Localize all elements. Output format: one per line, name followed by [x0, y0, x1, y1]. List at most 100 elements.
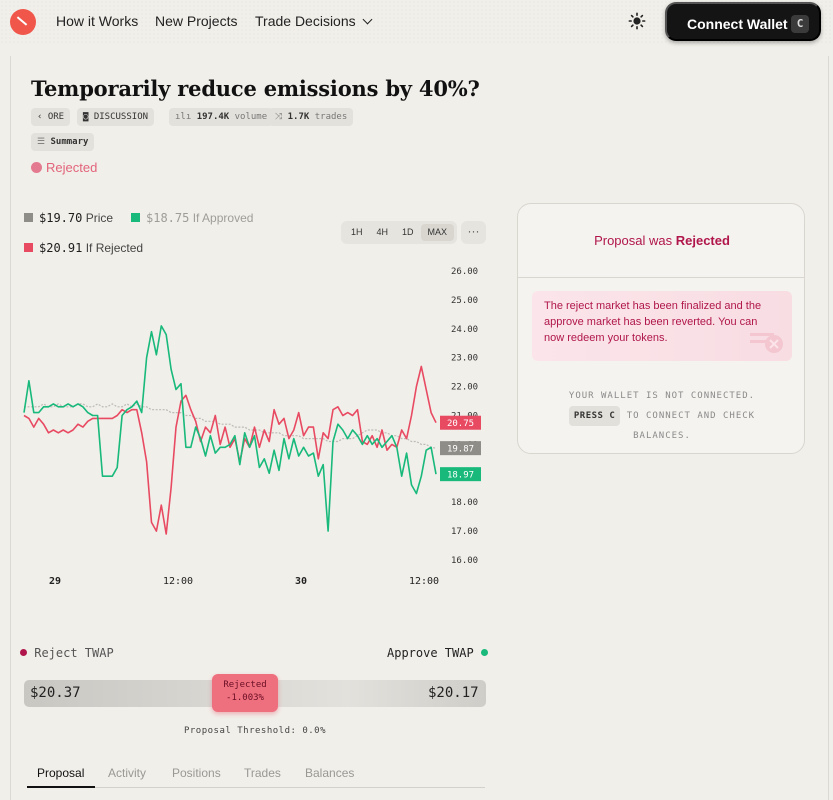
range-selector: 1H 4H 1D MAX: [341, 221, 458, 244]
approved-swatch: [131, 213, 140, 222]
approve-twap-value: $20.17: [428, 685, 479, 701]
x-tick-label: 30: [295, 576, 307, 587]
y-tick-label: 16.00: [451, 556, 478, 566]
close-decor-icon: [750, 333, 783, 353]
summary-button[interactable]: ☰ Summary: [31, 133, 95, 151]
divider: [518, 277, 804, 278]
list-icon: ☰: [37, 137, 46, 147]
wallet-line-3: BALANCES.: [633, 431, 691, 441]
nav-trade-decisions[interactable]: Trade Decisions: [255, 13, 373, 29]
volume-value: 197.4K: [196, 112, 230, 122]
series-line-price: [24, 403, 437, 449]
nav-new-projects[interactable]: New Projects: [155, 13, 238, 29]
tab-activity[interactable]: Activity: [108, 766, 147, 780]
volume-badge: ılı 197.4K volume: [169, 108, 274, 126]
tab-positions[interactable]: Positions: [172, 766, 221, 780]
twap-chip-pct: -1.003%: [226, 693, 264, 703]
price-chart: 26.0025.0024.0023.0022.0021.0020.0019.00…: [23, 267, 481, 587]
end-value-label-bg: [440, 415, 481, 430]
price-value: $19.70: [39, 211, 83, 225]
twap-chip-status: Rejected: [223, 680, 267, 690]
sun-icon[interactable]: [628, 12, 646, 30]
end-value-label: 18.97: [447, 471, 474, 481]
proposal-threshold: Proposal Threshold: 0.0%: [183, 726, 327, 736]
page-title: Temporarily reduce emissions by 40%?: [31, 76, 480, 101]
y-tick-label: 26.00: [451, 267, 478, 277]
nav-how-it-works[interactable]: How it Works: [56, 13, 139, 29]
trades-unit: trades: [314, 112, 348, 122]
reject-twap-text: Reject TWAP: [34, 646, 114, 660]
reject-twap-value: $20.37: [30, 685, 81, 701]
chevron-down-icon: [362, 14, 373, 25]
bar-chart-icon: ılı: [175, 112, 192, 122]
back-ore-button[interactable]: ‹ ORE: [31, 108, 71, 126]
panel-title-prefix: Proposal was: [594, 233, 673, 248]
end-value-label: 20.75: [447, 419, 474, 429]
discord-icon: ◙: [83, 112, 89, 122]
connect-wallet-button[interactable]: Connect Wallet C: [665, 2, 821, 41]
range-max[interactable]: MAX: [420, 224, 455, 241]
summary-label: Summary: [50, 137, 89, 147]
end-value-label: 19.87: [447, 445, 474, 455]
legend-price: $19.70 Price: [24, 211, 113, 225]
price-swatch: [24, 213, 33, 222]
volume-unit: volume: [234, 112, 268, 122]
legend-rejected: $20.91 If Rejected: [24, 241, 143, 255]
status-badge: Rejected: [31, 160, 97, 175]
panel-title: Proposal was Rejected: [518, 233, 804, 248]
tab-proposal[interactable]: Proposal: [37, 766, 85, 780]
reject-dot-icon: [20, 649, 27, 656]
tab-divider: [27, 787, 485, 788]
trades-value: 1.7K: [287, 112, 310, 122]
tab-balances[interactable]: Balances: [305, 766, 355, 780]
approve-twap-text: Approve TWAP: [387, 646, 474, 660]
top-nav: How it Works New Projects Trade Decision…: [0, 0, 833, 44]
nav-trade-decisions-label: Trade Decisions: [255, 13, 356, 29]
rejected-swatch: [24, 243, 33, 252]
rejected-value: $20.91: [39, 241, 83, 255]
shortcut-key: C: [791, 15, 809, 33]
y-tick-label: 17.00: [451, 527, 478, 537]
container-edge: [828, 56, 829, 800]
panel-title-status: Rejected: [675, 233, 730, 248]
end-value-label-bg: [440, 441, 481, 456]
y-tick-label: 18.00: [451, 498, 478, 508]
series-line-if-approved: [23, 325, 437, 532]
finalized-message: The reject market has been finalized and…: [532, 291, 792, 361]
approved-label: If Approved: [192, 211, 254, 225]
logo-icon[interactable]: [10, 9, 36, 35]
wallet-line-2: TO CONNECT AND CHECK: [626, 411, 756, 421]
press-c-key[interactable]: PRESS C: [568, 406, 621, 426]
status-text: Rejected: [46, 160, 98, 175]
rejected-label: If Rejected: [85, 241, 144, 255]
status-icon: [31, 162, 42, 173]
shuffle-icon: ⤨: [275, 112, 283, 122]
series-line-if-rejected: [23, 365, 437, 535]
approved-value: $18.75: [146, 211, 190, 225]
x-tick-label: 12:00: [163, 576, 193, 587]
y-tick-label: 22.00: [451, 383, 478, 393]
trades-badge: ⤨ 1.7K trades: [269, 108, 354, 126]
x-tick-label: 29: [49, 576, 61, 587]
tab-trades[interactable]: Trades: [244, 766, 281, 780]
container-edge: [10, 56, 11, 800]
price-label: Price: [85, 211, 114, 225]
legend-approved: $18.75 If Approved: [131, 211, 253, 225]
x-tick-label: 12:00: [409, 576, 439, 587]
range-1h[interactable]: 1H: [351, 227, 363, 237]
range-1d[interactable]: 1D: [402, 227, 414, 237]
approve-twap-label: Approve TWAP: [387, 646, 488, 660]
approve-dot-icon: [480, 649, 488, 656]
discussion-button[interactable]: ◙ DISCUSSION: [77, 108, 155, 126]
range-4h[interactable]: 4H: [376, 227, 389, 237]
end-value-label-bg: [440, 467, 481, 482]
tab-active-indicator: [27, 786, 95, 788]
connect-wallet-label: Connect Wallet: [687, 16, 788, 32]
more-icon[interactable]: ···: [461, 221, 486, 244]
wallet-line-1: YOUR WALLET IS NOT CONNECTED.: [568, 391, 756, 401]
y-tick-label: 24.00: [451, 325, 478, 335]
twap-result-chip: Rejected -1.003%: [212, 674, 278, 712]
back-label: ORE: [47, 112, 65, 122]
proposal-status-panel: Proposal was Rejected The reject market …: [517, 203, 805, 454]
finalized-message-text: The reject market has been finalized and…: [544, 300, 762, 344]
